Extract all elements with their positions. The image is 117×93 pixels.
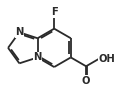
Text: F: F <box>51 7 58 17</box>
Text: N: N <box>15 27 24 37</box>
Text: O: O <box>82 76 90 86</box>
Text: N: N <box>33 52 42 62</box>
Text: OH: OH <box>99 54 115 64</box>
